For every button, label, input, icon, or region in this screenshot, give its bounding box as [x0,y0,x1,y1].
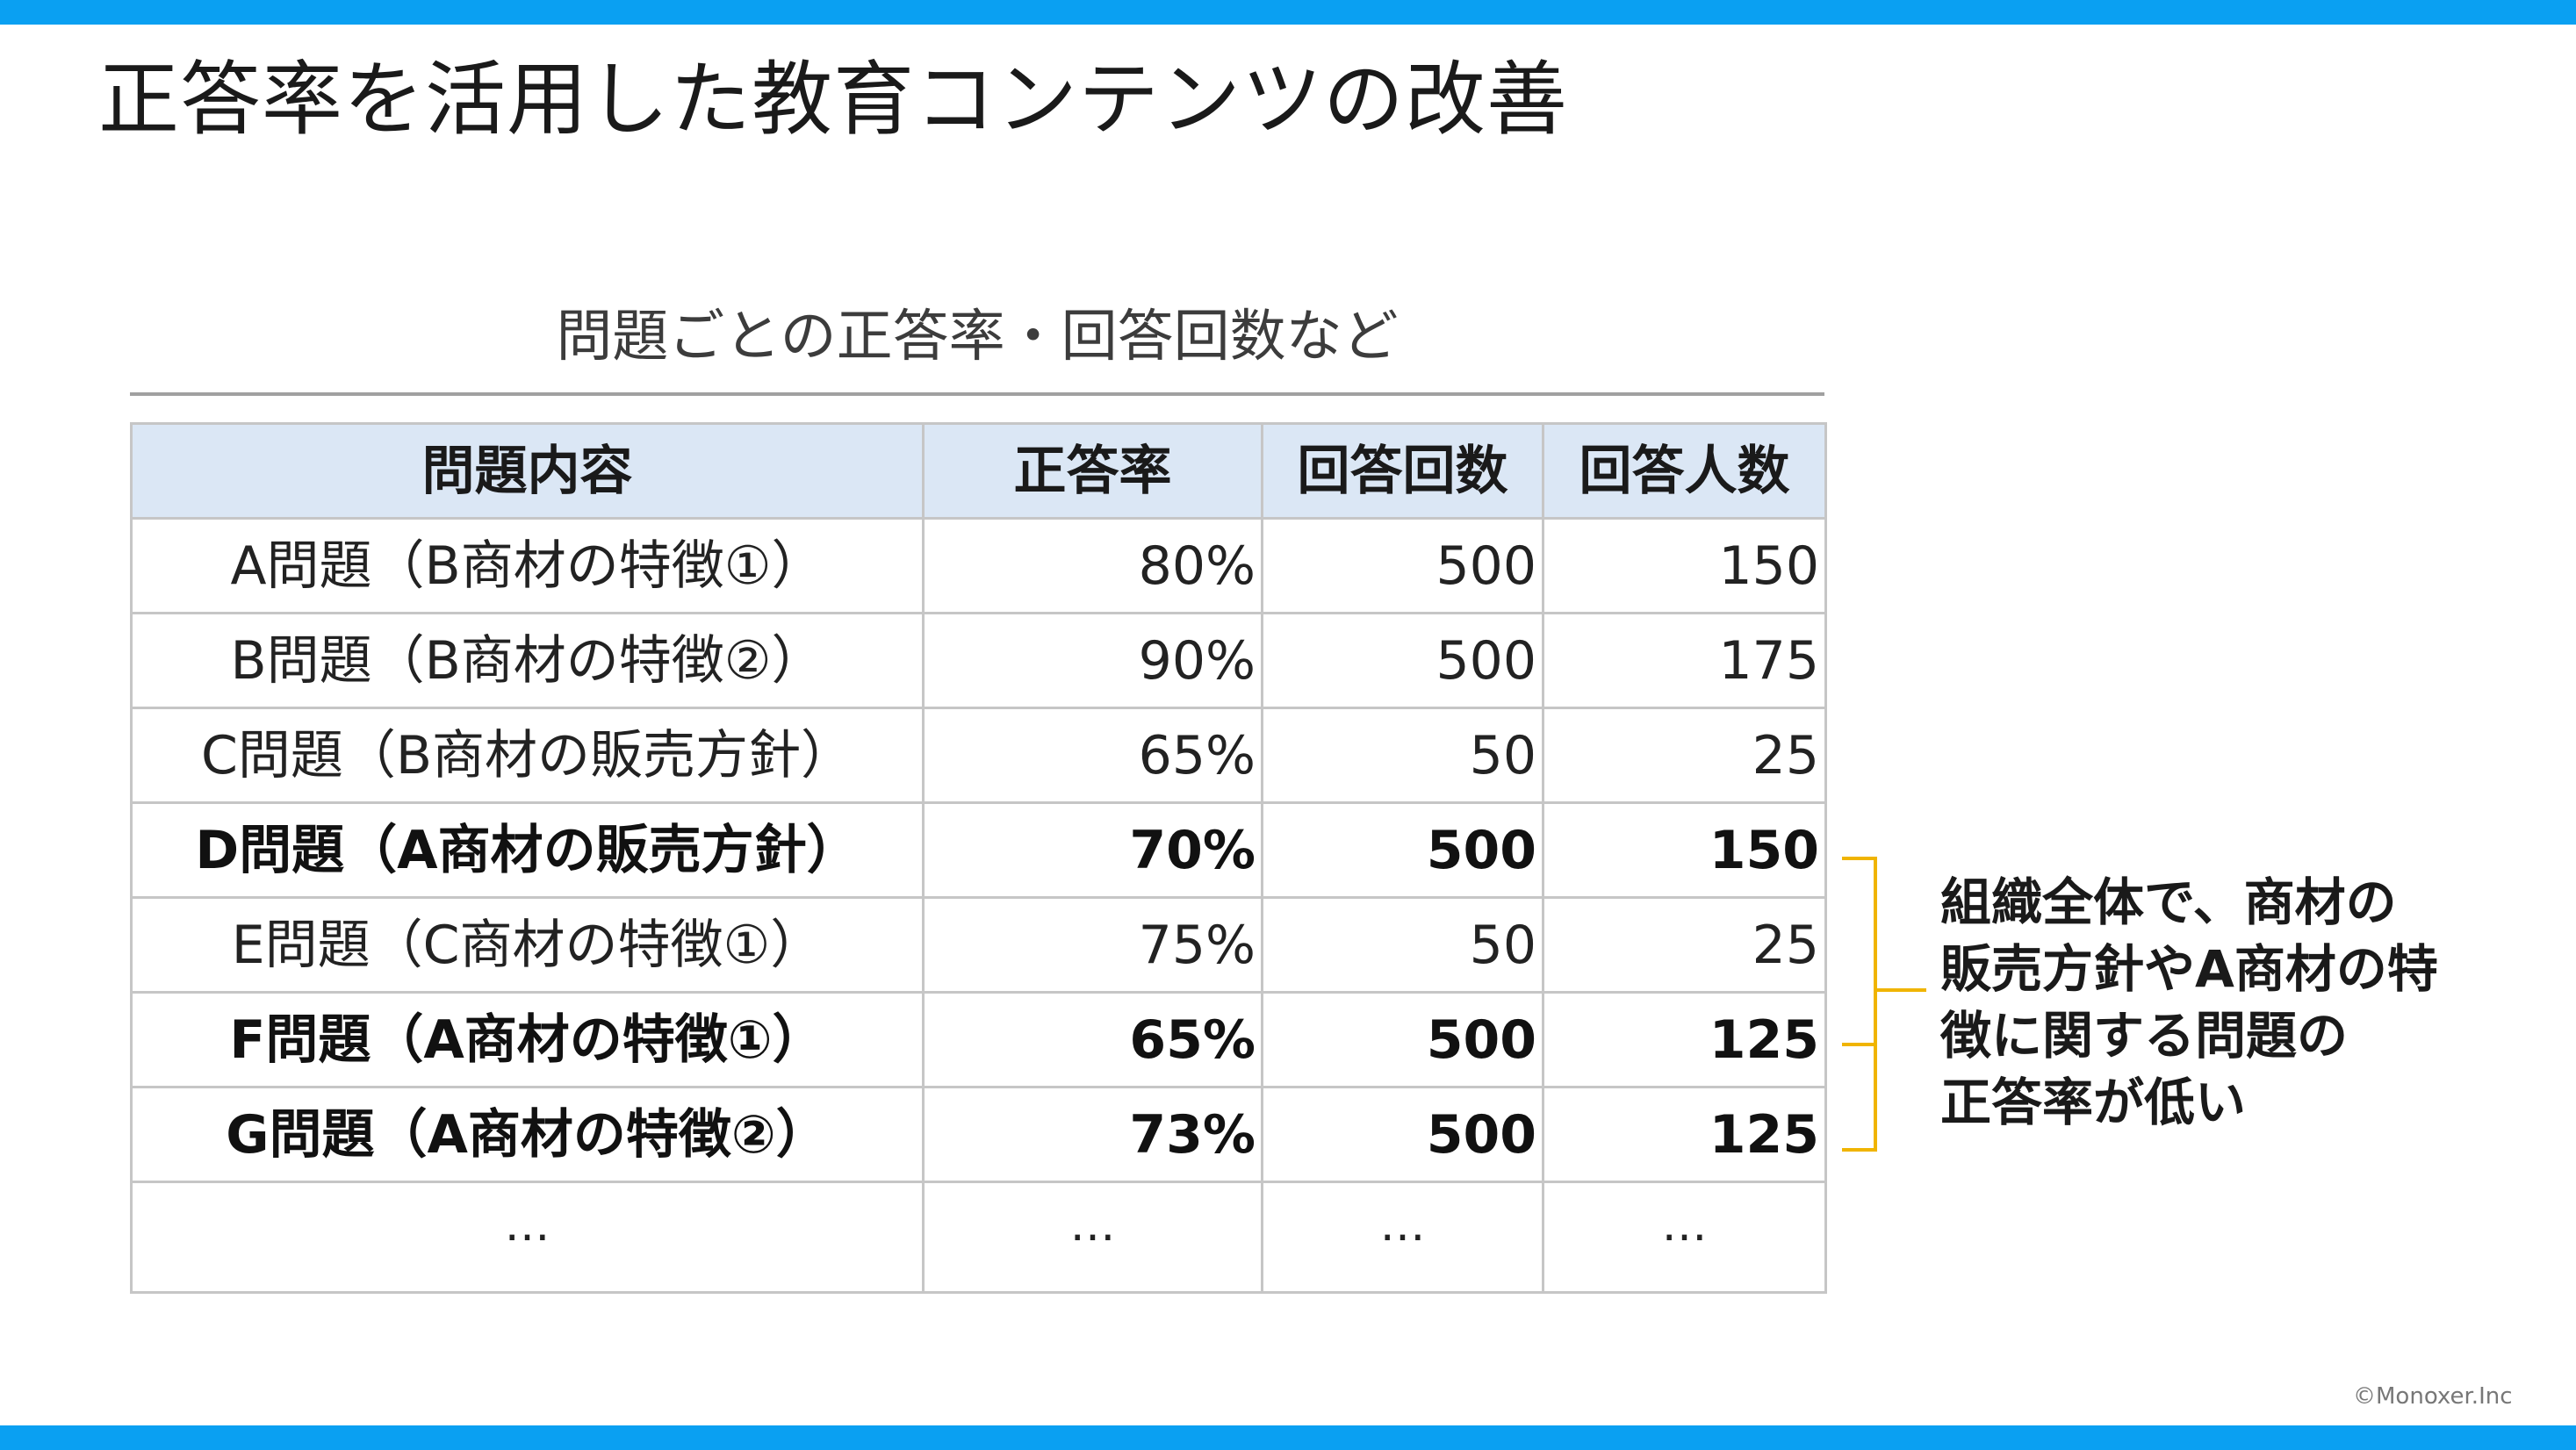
cell-ellipsis: … [922,1181,1263,1294]
annotation-line: 徴に関する問題の [1940,1006,2349,1066]
cell-rate: 70% [922,801,1263,899]
table-header-row: 問題内容 正答率 回答回数 回答人数 [130,422,1827,520]
cell-topic: C問題（B商材の販売方針） [130,707,925,804]
cell-ellipsis: … [1542,1181,1827,1294]
cell-answer-count: 500 [1261,991,1544,1088]
header-rate: 正答率 [922,422,1263,520]
cell-rate: 65% [922,991,1263,1088]
table-row-ellipsis: … … … … [130,1181,1827,1294]
table-row: A問題（B商材の特徴①） 80% 500 150 [130,517,1827,614]
bottom-accent-bar [0,1425,2576,1450]
table-row: E問題（C商材の特徴①） 75% 50 25 [130,896,1827,994]
cell-ellipsis: … [1261,1181,1544,1294]
grouping-bracket [1842,857,1926,1152]
copyright-notice: ©Monoxer.Inc [2353,1383,2513,1410]
table-row-highlighted: D問題（A商材の販売方針） 70% 500 150 [130,801,1827,899]
cell-respondent-count: 150 [1542,517,1827,614]
cell-rate: 65% [922,707,1263,804]
cell-respondent-count: 125 [1542,1086,1827,1183]
cell-answer-count: 500 [1261,1086,1544,1183]
table-caption: 問題ごとの正答率・回答回数など [556,305,1399,370]
cell-topic: E問題（C商材の特徴①） [130,896,925,994]
table-row-highlighted: G問題（A商材の特徴②） 73% 500 125 [130,1086,1827,1183]
slide-title: 正答率を活用した教育コンテンツの改善 [98,53,1569,147]
table-row: B問題（B商材の特徴②） 90% 500 175 [130,612,1827,709]
cell-respondent-count: 25 [1542,896,1827,994]
cell-respondent-count: 125 [1542,991,1827,1088]
table-row: C問題（B商材の販売方針） 65% 50 25 [130,707,1827,804]
annotation-line: 正答率が低い [1940,1073,2247,1132]
top-accent-bar [0,0,2576,25]
cell-topic: G問題（A商材の特徴②） [130,1086,925,1183]
cell-rate: 80% [922,517,1263,614]
header-respondent-count: 回答人数 [1542,422,1827,520]
cell-topic: B問題（B商材の特徴②） [130,612,925,709]
cell-topic: D問題（A商材の販売方針） [130,801,925,899]
answer-rate-table: 問題内容 正答率 回答回数 回答人数 A問題（B商材の特徴①） 80% 500 … [130,422,1827,1294]
cell-rate: 73% [922,1086,1263,1183]
cell-respondent-count: 175 [1542,612,1827,709]
table-row-highlighted: F問題（A商材の特徴①） 65% 500 125 [130,991,1827,1088]
cell-rate: 90% [922,612,1263,709]
cell-respondent-count: 150 [1542,801,1827,899]
header-topic: 問題内容 [130,422,925,520]
cell-topic: F問題（A商材の特徴①） [130,991,925,1088]
header-answer-count: 回答回数 [1261,422,1544,520]
cell-answer-count: 500 [1261,612,1544,709]
cell-answer-count: 50 [1261,707,1544,804]
cell-ellipsis: … [130,1181,925,1294]
cell-answer-count: 50 [1261,896,1544,994]
annotation-callout: 組織全体で、商材の 販売方針やA商材の特 徴に関する問題の 正答率が低い [1940,869,2485,1136]
cell-topic: A問題（B商材の特徴①） [130,517,925,614]
annotation-line: 販売方針やA商材の特 [1940,939,2438,999]
cell-rate: 75% [922,896,1263,994]
caption-divider [130,392,1824,396]
annotation-line: 組織全体で、商材の [1940,872,2397,932]
cell-answer-count: 500 [1261,801,1544,899]
cell-answer-count: 500 [1261,517,1544,614]
cell-respondent-count: 25 [1542,707,1827,804]
